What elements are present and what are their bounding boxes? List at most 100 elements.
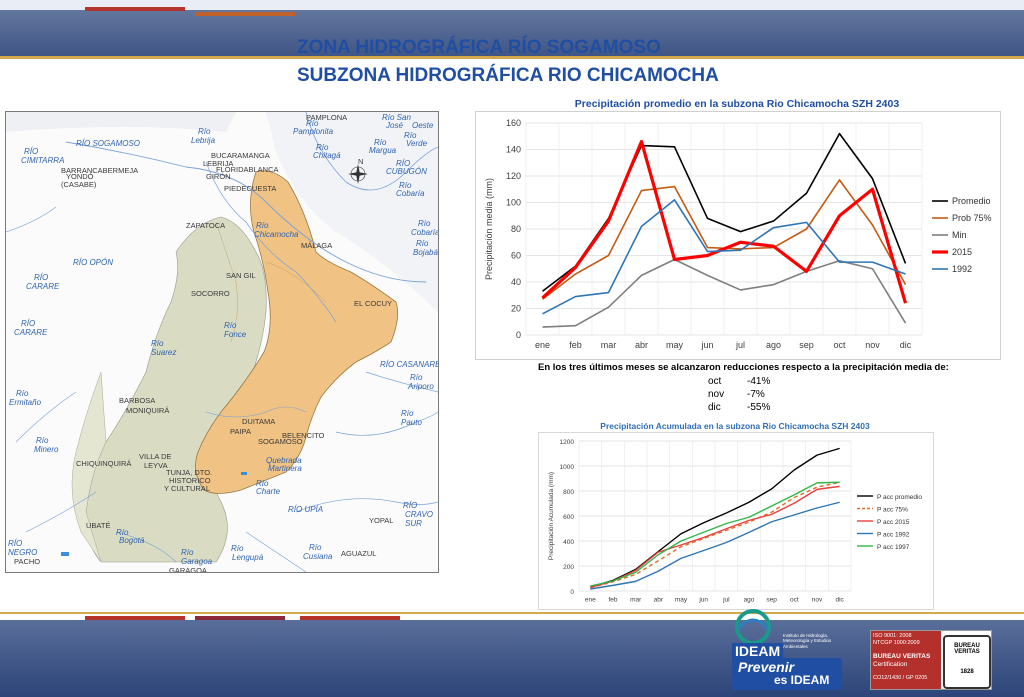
y-tick-label: 200: [563, 564, 574, 571]
top-strip: [0, 0, 1024, 10]
x-tick-label: sep: [799, 340, 814, 350]
legend-label: P acc 1992: [877, 532, 910, 539]
map-town-label: SOGAMOSO: [258, 437, 303, 446]
map-river-label: Río: [198, 127, 211, 136]
map-river-label: Río: [256, 221, 269, 230]
legend-label: Min: [952, 230, 967, 240]
map-river-label: Río: [399, 181, 412, 190]
map-river-label: Ariporo: [408, 382, 434, 391]
y-axis-label: Precipitación Acumulada (mm): [548, 472, 555, 560]
y-tick-label: 80: [511, 224, 521, 234]
bv-line: Certification: [873, 660, 908, 668]
bv-line: NTCGP 1000:2009: [873, 639, 920, 646]
hydro-map: PAMPLONA Río San José Oeste Río Lebrija Río Pam…: [5, 111, 439, 573]
map-river-label: RÍO: [403, 501, 418, 510]
map-river-label: RÍO CASANARE: [380, 360, 439, 369]
legend-label: P acc promedio: [877, 494, 922, 501]
map-graphic: [6, 112, 438, 572]
es-ideam-text: es IDEAM: [774, 673, 830, 687]
map-river-label: Río: [224, 321, 237, 330]
map-river-label: Río: [181, 548, 194, 557]
map-town-label: ZAPATOCA: [186, 221, 226, 230]
x-tick-label: nov: [865, 340, 880, 350]
compass-icon: [348, 164, 368, 184]
map-river-label: CARARE: [14, 328, 48, 337]
y-tick-label: 40: [511, 277, 521, 287]
chart2-svg: 0 200 400 600 800 1000 1200 ene feb mar abr may jun j…: [548, 439, 922, 604]
page-title: ZONA HIDROGRÁFICA RÍO SOGAMOSO: [297, 37, 661, 58]
map-river-label: Lebrija: [191, 136, 216, 145]
map-river-label: Cobaría: [396, 189, 425, 198]
series-line-p-acc-2015: [590, 485, 840, 589]
page-subtitle: SUBZONA HIDROGRÁFICA RIO CHICAMOCHA: [297, 65, 719, 86]
map-river-label: Fonce: [224, 330, 247, 339]
map-river-label: RÍO: [24, 147, 39, 156]
accent-bar: [195, 616, 285, 620]
series-line-p-acc-1992: [590, 501, 840, 590]
map-town-label: SAN GIL: [226, 271, 256, 280]
x-tick-label: sep: [766, 597, 777, 604]
map-river-label: Margua: [369, 146, 397, 155]
map-river-label: CUBUGÓN: [386, 167, 427, 176]
legend-label: P acc 2015: [877, 519, 910, 526]
reduction-month: nov: [708, 389, 725, 400]
map-town-label: LEBRIJA: [203, 159, 234, 168]
map-river-label: Martinera: [268, 464, 302, 473]
bv-text-block: ISO 9001: 2008 NTCGP 1000:2009 BUREAU VE…: [871, 631, 941, 689]
map-river-label: Río: [410, 373, 423, 382]
chart1-title: Precipitación promedio en la subzona Rio…: [574, 98, 900, 110]
reduction-value: -55%: [747, 402, 771, 413]
x-tick-label: jul: [735, 340, 745, 350]
x-tick-label: ene: [535, 340, 550, 350]
bureau-veritas-badge: ISO 9001: 2008 NTCGP 1000:2009 BUREAU VE…: [870, 630, 992, 690]
map-river-label: Charte: [256, 487, 281, 496]
y-tick-label: 800: [563, 489, 574, 496]
x-tick-label: mar: [630, 597, 642, 604]
map-river-label: RÍO SOGAMOSO: [76, 139, 141, 148]
map-river-label: Río: [306, 119, 319, 128]
x-tick-label: feb: [608, 597, 617, 604]
y-tick-label: 20: [511, 304, 521, 314]
legend-label: Promedio: [952, 196, 991, 206]
map-river-label: RÍO: [21, 319, 36, 328]
map-river-label: RÍO: [396, 159, 411, 168]
map-river-label: Río: [401, 409, 414, 418]
chart1-frame: 0 20 40 60 80 100 120 140 160 ene feb mar abr may jun j…: [475, 111, 1001, 360]
map-river-label: Río: [116, 528, 129, 537]
ideam-fullname: Instituto de Hidrología, Meteorología y …: [783, 633, 832, 649]
x-tick-label: may: [675, 597, 688, 604]
map-river-label: Río: [404, 131, 417, 140]
map-river-label: Lengupá: [232, 553, 264, 562]
accent-bar: [300, 616, 400, 620]
map-river-label: Río: [16, 389, 29, 398]
map-river-label: Río: [256, 479, 269, 488]
y-tick-label: 60: [511, 251, 521, 261]
y-tick-label: 400: [563, 539, 574, 546]
reduction-month: dic: [708, 402, 721, 413]
map-river-label: José: [386, 121, 403, 130]
gold-divider: [0, 56, 1024, 59]
map-river-label: Cobaría: [411, 228, 439, 237]
map-town-label: YONDÓ: [66, 172, 94, 181]
x-tick-label: oct: [833, 340, 846, 350]
y-tick-label: 600: [563, 514, 574, 521]
map-town-label: MÁLAGA: [301, 241, 333, 250]
series-line-p-acc-promedio: [590, 447, 840, 588]
map-river-label: Verde: [406, 139, 428, 148]
map-river-label: Río: [309, 543, 322, 552]
ideam-logo: IDEAM Instituto de Hidrología, Meteorolo…: [728, 605, 848, 665]
x-tick-label: feb: [569, 340, 582, 350]
legend-label: 1992: [952, 264, 972, 274]
map-river-label: CRAVO: [405, 510, 434, 519]
x-tick-label: abr: [654, 597, 664, 604]
map-town-label: BUCARAMANGA: [211, 151, 270, 160]
map-river-label: SUR: [405, 519, 422, 528]
bv-seal-year: 1828: [960, 669, 974, 675]
legend-label: P acc 75%: [877, 507, 908, 514]
y-tick-label: 0: [516, 330, 521, 340]
y-tick-label: 120: [506, 171, 521, 181]
accent-bar: [85, 7, 185, 11]
legend-label: P acc 1997: [877, 544, 910, 551]
x-tick-label: ago: [744, 597, 755, 604]
map-river-label: Río: [374, 138, 387, 147]
